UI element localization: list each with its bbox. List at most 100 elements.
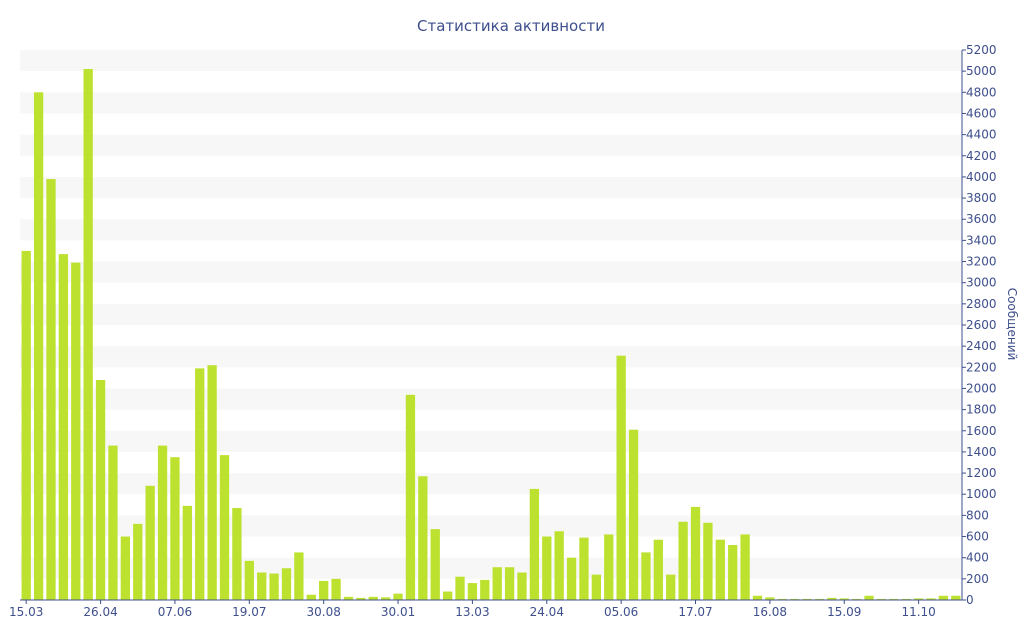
bar [690, 506, 701, 600]
bar [852, 598, 862, 600]
x-tick-label: 05.06 [604, 605, 638, 619]
x-tick-label: 07.06 [158, 605, 192, 619]
bar [926, 598, 936, 600]
bar-series [21, 69, 961, 601]
x-tick-label: 30.01 [381, 605, 415, 619]
bar [430, 529, 440, 600]
bar [108, 445, 118, 600]
bar [33, 92, 44, 600]
y-tick-label: 200 [966, 572, 989, 586]
bar [839, 598, 849, 600]
bar [418, 476, 428, 600]
bar [381, 597, 391, 600]
bar [542, 536, 552, 600]
bar [182, 505, 192, 600]
x-tick-label: 26.04 [83, 605, 117, 619]
bar [170, 457, 180, 600]
bar [529, 488, 540, 600]
grid-bands [20, 50, 962, 579]
bar [442, 591, 453, 600]
bar [628, 429, 639, 600]
grid-band [20, 92, 962, 114]
x-tick-label: 24.04 [530, 605, 564, 619]
bar [913, 598, 924, 600]
bar [579, 537, 589, 600]
bar [752, 595, 763, 600]
bar [467, 583, 478, 600]
bar [306, 594, 316, 600]
bar [269, 573, 279, 600]
grid-band [20, 430, 962, 452]
grid-band [20, 346, 962, 368]
bar [876, 598, 887, 600]
y-tick-label: 600 [966, 530, 989, 544]
y-tick-label: 4200 [966, 149, 997, 163]
y-tick-label: 1000 [966, 487, 997, 501]
y-tick-label: 3000 [966, 276, 997, 290]
bar [393, 593, 403, 600]
y-tick-label: 2000 [966, 381, 997, 395]
x-tick-label: 15.09 [827, 605, 861, 619]
x-tick-label: 16.08 [753, 605, 787, 619]
bar [666, 574, 676, 600]
bar [58, 254, 69, 600]
y-tick-label: 4400 [966, 128, 997, 142]
x-tick-label: 13.03 [455, 605, 489, 619]
x-tick-label: 19.07 [232, 605, 266, 619]
x-tick-label: 11.10 [901, 605, 935, 619]
bar [281, 568, 292, 600]
bar [814, 598, 825, 600]
y-tick-label: 4800 [966, 85, 997, 99]
bar [356, 597, 366, 600]
grid-band [20, 219, 962, 241]
chart-title: Статистика активности [417, 17, 605, 35]
bar [46, 179, 56, 601]
bar [21, 250, 31, 600]
bar [765, 597, 775, 600]
bar [790, 598, 800, 600]
y-tick-label: 5200 [966, 43, 997, 57]
bar [591, 574, 602, 600]
grid-band [20, 557, 962, 579]
bar [95, 380, 106, 600]
y-tick-label: 2600 [966, 318, 997, 332]
y-tick-label: 3400 [966, 233, 997, 247]
y-tick-label: 0 [966, 593, 974, 607]
grid-band [20, 388, 962, 410]
bar [616, 355, 626, 600]
bar [889, 598, 899, 600]
x-tick-label: 15.03 [9, 605, 43, 619]
y-tick-label: 2400 [966, 339, 997, 353]
bar [331, 578, 341, 600]
grid-band [20, 515, 962, 537]
bar [207, 365, 217, 600]
x-tick-label: 17.07 [678, 605, 712, 619]
y-tick-label: 3200 [966, 255, 997, 269]
grid-band [20, 134, 962, 156]
bar [951, 595, 961, 600]
grid-band [20, 50, 962, 72]
bar [71, 262, 81, 600]
y-tick-label: 4000 [966, 170, 997, 184]
y-tick-label: 1400 [966, 445, 997, 459]
bar [604, 534, 614, 600]
bar [455, 576, 465, 600]
bar [232, 507, 242, 600]
grid-band [20, 473, 962, 495]
bar [802, 598, 812, 600]
bar [740, 534, 750, 600]
bar [368, 596, 378, 600]
bar [703, 522, 713, 600]
bar [294, 552, 304, 600]
bar [715, 539, 725, 600]
bar [480, 579, 490, 600]
bar [244, 560, 254, 600]
bar [257, 572, 267, 600]
x-axis: 15.03 26.04 07.06 19.07 30.08 30.01 13.03 24.04… [9, 599, 962, 619]
y-tick-label: 3800 [966, 191, 997, 205]
bar [133, 523, 143, 600]
bar [343, 596, 354, 600]
bar [728, 545, 738, 600]
